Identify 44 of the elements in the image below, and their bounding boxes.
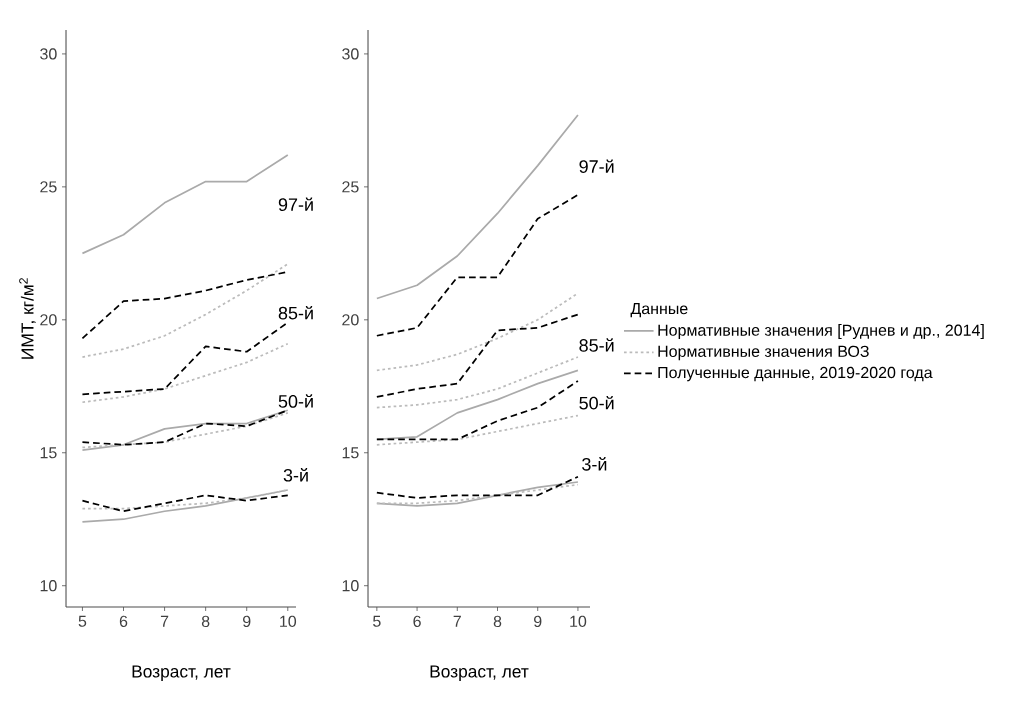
y-tick-label: 20 — [40, 314, 57, 326]
y-tick-label: 15 — [342, 447, 359, 459]
annotation: 50-й — [278, 394, 313, 408]
y-tick-label: 15 — [40, 447, 57, 459]
line-series — [375, 313, 579, 398]
annotation: 3-й — [283, 468, 308, 482]
x-tick-label: 6 — [119, 615, 128, 628]
legend-label: Нормативные значения ВОЗ — [658, 345, 869, 361]
x-tick-label: 9 — [534, 615, 542, 628]
x-tick-label: 7 — [453, 615, 461, 627]
line-series — [375, 369, 579, 441]
legend-label: Полученные данные, 2019-2020 года — [658, 366, 933, 382]
annotation: 85-й — [278, 305, 313, 320]
y-tick-label: 20 — [342, 314, 359, 326]
annotation: 3-й — [582, 457, 607, 471]
legend-label: Нормативные значения [Руднев и др., 2014] — [658, 324, 984, 340]
x-tick-label: 8 — [493, 615, 502, 628]
annotation: 97-й — [278, 197, 313, 211]
x-tick-label: 5 — [78, 615, 87, 627]
x-tick-label: 10 — [570, 615, 587, 628]
line-series — [375, 292, 579, 372]
y-tick-label: 10 — [342, 580, 359, 592]
x-tick-label: 6 — [413, 615, 421, 628]
x-axis-title: Возраст, лет — [132, 665, 231, 682]
line-series — [375, 114, 579, 300]
annotation: 85-й — [579, 338, 614, 352]
annotation: 97-й — [579, 159, 614, 173]
y-tick-label: 25 — [342, 181, 359, 193]
x-axis-title: Возраст, лет — [430, 665, 529, 682]
y-tick-label: 30 — [342, 48, 359, 60]
x-tick-label: 8 — [201, 615, 210, 628]
y-tick-label: 25 — [40, 181, 57, 193]
line-series — [375, 356, 579, 409]
y-tick-label: 30 — [40, 48, 57, 60]
legend-title: Данные — [630, 303, 688, 318]
x-tick-label: 5 — [373, 615, 381, 627]
annotation: 50-й — [579, 395, 614, 410]
x-tick-label: 10 — [280, 615, 297, 628]
x-tick-label: 9 — [243, 615, 251, 628]
line-series — [81, 321, 289, 396]
y-tick-label: 10 — [40, 580, 57, 592]
x-tick-label: 7 — [160, 615, 169, 627]
line-series — [375, 193, 579, 337]
y-axis-title: ИМТ, кг/м$^{2}$ — [19, 278, 36, 359]
